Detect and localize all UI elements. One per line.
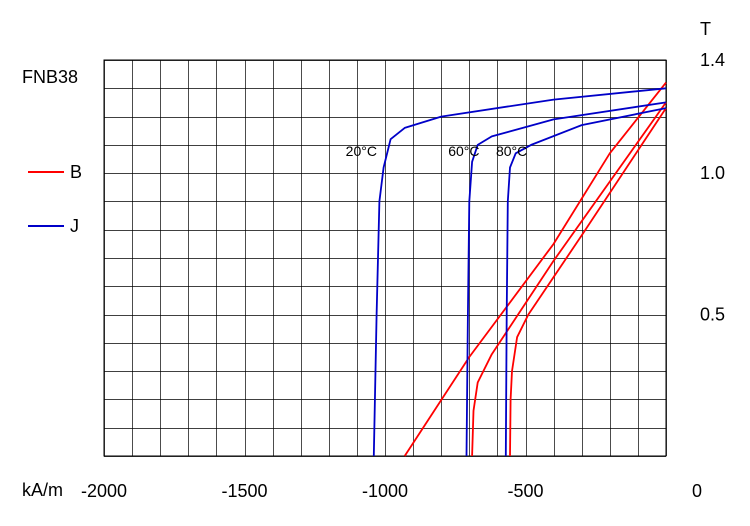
legend-label: J xyxy=(70,216,79,236)
curve-J-80c xyxy=(504,107,667,457)
curve-J-20c xyxy=(372,87,667,457)
y-axis-label: T xyxy=(700,19,711,39)
curve-J-60c xyxy=(465,101,667,457)
curve-B-60c xyxy=(471,101,667,457)
temperature-label: 20°C xyxy=(346,143,377,159)
y-tick-label: 1.0 xyxy=(700,163,725,183)
temperature-labels: 20°C 60°C 80°C xyxy=(346,143,528,159)
x-tick-label: -2000 xyxy=(81,481,127,501)
curves xyxy=(372,82,667,457)
chart-title: FNB38 xyxy=(22,67,78,87)
x-tick-label: -500 xyxy=(507,481,543,501)
x-tick-label: 0 xyxy=(692,481,702,501)
plot-grid xyxy=(103,59,667,457)
y-tick-label: 0.5 xyxy=(700,305,725,325)
curve-B-20c xyxy=(403,82,667,457)
x-tick-label: -1500 xyxy=(221,481,267,501)
x-tick-label: -1000 xyxy=(362,481,408,501)
tick-labels: -2000 -1500 -1000 -500 0 1.4 1.0 0.5 xyxy=(81,50,725,501)
plot-frame xyxy=(103,59,667,457)
legend: BJ xyxy=(28,162,82,236)
temperature-label: 60°C xyxy=(448,143,479,159)
legend-label: B xyxy=(70,162,82,182)
y-tick-label: 1.4 xyxy=(700,50,725,70)
curve-B-80c xyxy=(509,107,667,457)
temperature-label: 80°C xyxy=(496,143,527,159)
x-axis-label: kA/m xyxy=(22,480,63,500)
